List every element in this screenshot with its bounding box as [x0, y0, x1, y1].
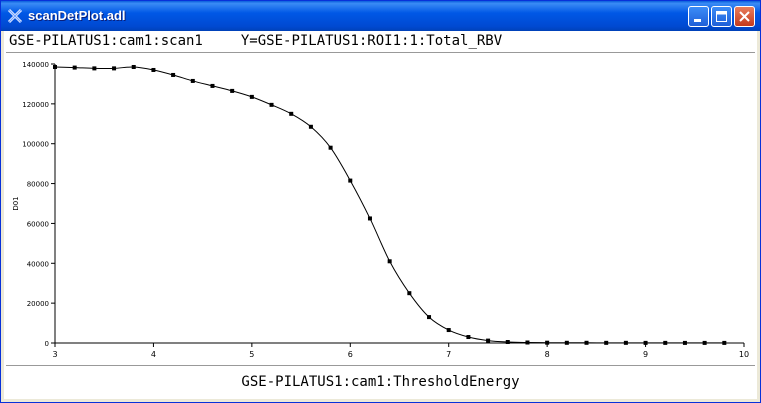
- y-tick-label: 120000: [22, 101, 49, 109]
- y-tick-label: 100000: [22, 141, 49, 149]
- data-point-marker: [230, 88, 235, 93]
- data-point-marker: [92, 66, 97, 71]
- data-point-marker: [112, 66, 117, 71]
- data-point-marker: [367, 216, 372, 221]
- minimize-icon: [694, 19, 701, 22]
- y-axis-label: D01: [12, 196, 20, 210]
- scan-pv-label: GSE-PILATUS1:cam1:scan1: [9, 33, 203, 49]
- data-point-marker: [72, 65, 77, 70]
- scan-plot-chart[interactable]: 3 4 5 6 7 8 9 10 0 20000 40000 60000 80000 100000 1200…: [6, 53, 755, 365]
- data-point-marker: [269, 102, 274, 107]
- data-point-marker: [584, 340, 589, 345]
- data-point-marker: [623, 340, 628, 345]
- data-point-marker: [525, 340, 530, 345]
- data-point-marker: [604, 340, 609, 345]
- y-tick-label: 40000: [27, 260, 49, 268]
- data-point-marker: [643, 340, 648, 345]
- window-title: scanDetPlot.adl: [28, 8, 126, 23]
- close-icon: [739, 11, 750, 22]
- data-point-marker: [171, 72, 176, 77]
- data-point-marker: [53, 64, 57, 69]
- data-point-marker: [505, 340, 510, 345]
- x-tick-label: 6: [348, 350, 353, 359]
- y-tick-label: 20000: [27, 300, 49, 308]
- x-tick-label: 9: [643, 350, 648, 359]
- data-point-marker: [702, 340, 707, 345]
- data-point-marker: [663, 340, 668, 345]
- data-point-marker: [131, 64, 136, 69]
- x-axis-label: GSE-PILATUS1:cam1:ThresholdEnergy: [241, 374, 520, 390]
- x-app-icon: [7, 8, 23, 24]
- x-tick-label: 5: [249, 350, 254, 359]
- data-point-marker: [564, 340, 569, 345]
- y-tick-label: 140000: [22, 61, 49, 69]
- data-point-marker: [151, 67, 156, 72]
- data-point-marker: [387, 259, 392, 264]
- y-tick-label: 80000: [27, 181, 49, 189]
- data-point-marker: [466, 335, 471, 340]
- x-tick-label: 7: [446, 350, 451, 359]
- data-point-marker: [682, 340, 687, 345]
- data-point-marker: [210, 83, 215, 88]
- data-point-marker: [446, 328, 451, 333]
- x-tick-label: 3: [52, 350, 57, 359]
- data-point-marker: [407, 291, 412, 296]
- minimize-button[interactable]: [688, 6, 709, 27]
- maximize-icon: [716, 11, 727, 22]
- data-point-marker: [427, 315, 432, 320]
- x-tick-label: 8: [545, 350, 550, 359]
- data-point-marker: [486, 338, 491, 343]
- y-tick-label: 0: [45, 340, 49, 348]
- data-point-marker: [722, 340, 727, 345]
- maximize-button[interactable]: [711, 6, 732, 27]
- data-point-marker: [249, 94, 254, 99]
- title-bar[interactable]: scanDetPlot.adl: [1, 1, 760, 31]
- x-tick-label: 4: [151, 350, 156, 359]
- plot-frame[interactable]: 3 4 5 6 7 8 9 10 0 20000 40000 60000 80000 100000 1200…: [6, 52, 755, 366]
- x-tick-label: 10: [739, 350, 749, 359]
- plot-header: GSE-PILATUS1:cam1:scan1 Y=GSE-PILATUS1:RO…: [9, 33, 540, 49]
- data-point-marker: [545, 340, 550, 345]
- data-point-marker: [190, 78, 195, 83]
- y-tick-label: 60000: [27, 220, 49, 228]
- data-point-marker: [308, 124, 313, 129]
- data-point-marker: [328, 145, 333, 150]
- data-point-marker: [289, 111, 294, 116]
- data-point-marker: [348, 178, 353, 183]
- series-line: [54, 66, 725, 344]
- y-pv-label: Y=GSE-PILATUS1:ROI1:1:Total_RBV: [240, 33, 503, 49]
- close-button[interactable]: [734, 6, 755, 27]
- client-area: GSE-PILATUS1:cam1:scan1 Y=GSE-PILATUS1:RO…: [4, 31, 757, 399]
